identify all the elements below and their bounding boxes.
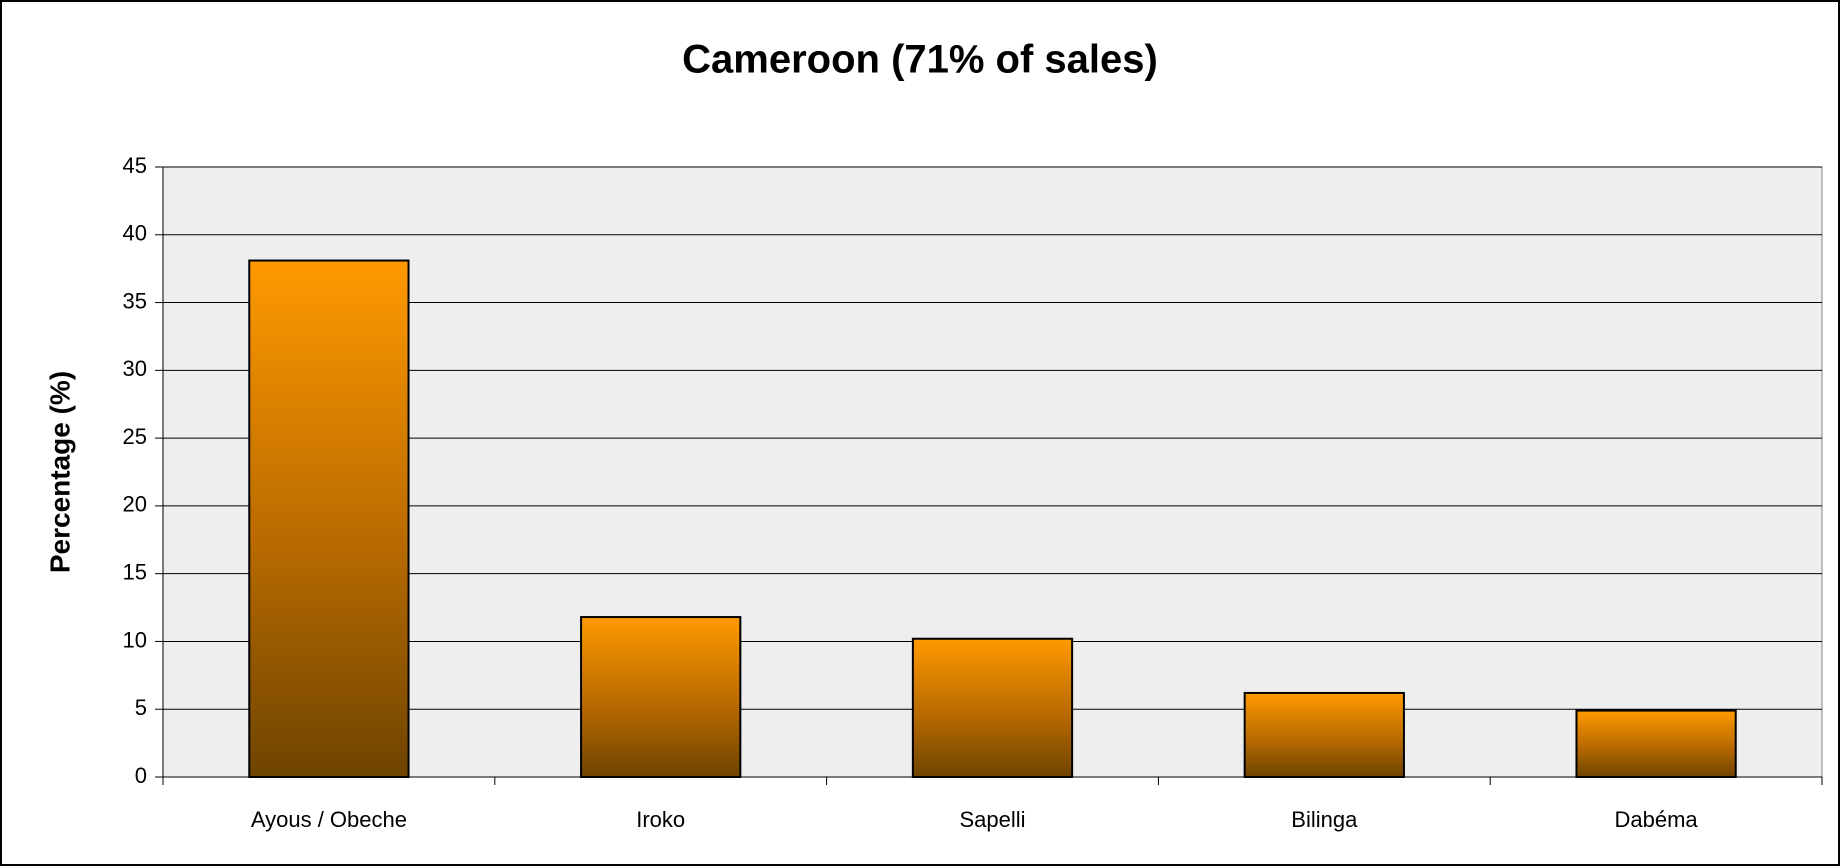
chart-title: Cameroon (71% of sales): [682, 38, 1158, 82]
bar: [1575, 709, 1737, 778]
y-tick-label: 10: [123, 627, 147, 652]
x-tick-label: Iroko: [636, 807, 685, 832]
bar: [248, 259, 410, 778]
y-tick-label: 25: [123, 424, 147, 449]
bar: [911, 637, 1074, 778]
y-tick-label: 15: [123, 559, 147, 584]
y-tick-label: 20: [123, 492, 147, 517]
y-tick-label: 40: [123, 221, 147, 246]
x-tick-label: Sapelli: [959, 807, 1025, 832]
y-tick-label: 30: [123, 356, 147, 381]
bar: [580, 616, 742, 778]
y-tick-label: 5: [135, 695, 147, 720]
bar: [1243, 691, 1405, 779]
x-tick-label: Ayous / Obeche: [251, 807, 407, 832]
y-tick-label: 0: [135, 763, 147, 788]
x-tick-label: Bilinga: [1291, 807, 1358, 832]
x-tick-label: Dabéma: [1615, 807, 1699, 832]
y-axis-label: Percentage (%): [44, 371, 75, 573]
y-tick-label: 35: [123, 288, 147, 313]
y-tick-label: 45: [123, 153, 147, 178]
